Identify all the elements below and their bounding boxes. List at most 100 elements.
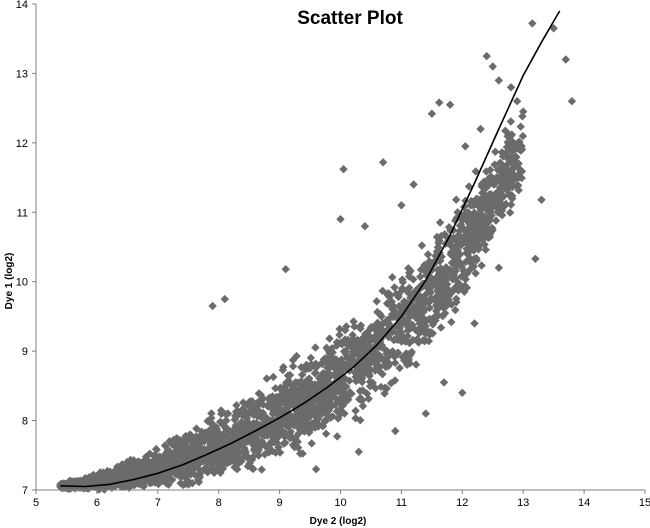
data-point [225, 449, 235, 458]
data-point [256, 412, 265, 422]
data-point [432, 232, 442, 242]
data-point [309, 410, 318, 419]
data-point [514, 186, 523, 195]
data-point [356, 393, 365, 403]
data-point [90, 482, 99, 492]
data-point [478, 235, 487, 245]
data-point [537, 195, 546, 204]
data-point [398, 318, 407, 327]
data-point [192, 424, 201, 433]
data-point [256, 390, 265, 399]
data-point [444, 291, 453, 301]
data-point [304, 379, 314, 389]
data-point [307, 400, 317, 409]
data-point [508, 194, 517, 203]
data-point [491, 147, 500, 156]
data-point [220, 458, 229, 467]
data-point [310, 369, 320, 378]
data-point [474, 210, 483, 219]
data-point [154, 478, 163, 487]
data-point [335, 324, 344, 334]
data-point [412, 301, 421, 310]
data-point [319, 408, 329, 417]
data-point [438, 311, 447, 321]
data-point [233, 465, 242, 474]
data-point [253, 447, 263, 456]
data-point [416, 272, 425, 281]
data-point [465, 240, 474, 250]
data-point [247, 463, 257, 473]
data-point [452, 297, 461, 307]
data-point [421, 322, 430, 331]
data-point [170, 449, 179, 459]
x-tick-label: 6 [94, 497, 100, 509]
data-point [333, 432, 342, 441]
data-point [421, 409, 430, 418]
data-point [436, 264, 446, 273]
data-point [418, 316, 427, 325]
data-point [432, 301, 441, 310]
data-point [424, 283, 433, 293]
data-point [480, 240, 489, 249]
data-point [318, 422, 328, 431]
data-point [321, 356, 330, 365]
data-point [434, 243, 443, 252]
data-point [390, 376, 400, 385]
data-point [435, 98, 444, 107]
trendline [60, 10, 561, 488]
data-point [365, 325, 375, 334]
data-point [444, 223, 454, 232]
data-point [476, 124, 485, 134]
data-point [150, 450, 160, 460]
data-point [506, 200, 516, 209]
data-point [284, 400, 294, 409]
data-point [325, 334, 334, 343]
data-point [447, 317, 456, 327]
data-point [494, 186, 503, 196]
x-tick-label: 13 [517, 497, 529, 509]
data-point [305, 374, 314, 383]
data-point [505, 208, 515, 217]
data-point [223, 409, 233, 418]
data-point [194, 438, 203, 447]
data-point [207, 409, 216, 418]
data-point [358, 386, 367, 395]
data-point [368, 335, 377, 344]
data-point [269, 372, 278, 382]
x-tick-label: 11 [396, 497, 407, 509]
data-point [457, 272, 466, 281]
data-point [436, 323, 446, 332]
data-point [348, 351, 357, 360]
data-point [417, 299, 427, 309]
data-point [178, 480, 188, 490]
data-point [461, 257, 471, 266]
data-point [397, 285, 407, 295]
data-point [514, 159, 523, 168]
data-point [397, 201, 406, 210]
data-point [514, 181, 523, 190]
x-tick-label: 9 [277, 497, 283, 509]
data-point [156, 473, 166, 483]
data-point [289, 380, 298, 390]
y-tick-label: 13 [16, 68, 28, 80]
data-point [276, 422, 285, 431]
x-tick-label: 7 [155, 497, 161, 509]
data-point [203, 458, 212, 467]
y-tick-label: 9 [22, 346, 28, 358]
data-point [371, 384, 380, 393]
data-point [485, 213, 494, 222]
data-point [160, 451, 169, 460]
data-point [493, 198, 503, 207]
data-point [262, 374, 271, 383]
data-point [306, 353, 315, 363]
data-point [270, 438, 279, 447]
data-point [467, 256, 476, 265]
data-point [286, 386, 295, 395]
x-ticks: 5 6 7 8 9 10 11 12 13 14 15 [33, 490, 650, 509]
data-point [275, 448, 285, 457]
data-point [461, 142, 470, 151]
data-point [390, 283, 399, 292]
data-point [189, 453, 198, 463]
data-point [423, 250, 433, 259]
data-point [142, 457, 151, 466]
